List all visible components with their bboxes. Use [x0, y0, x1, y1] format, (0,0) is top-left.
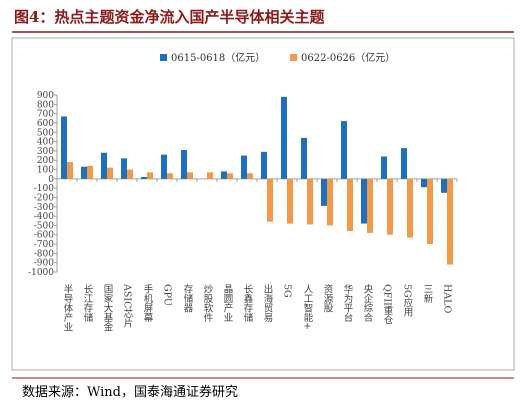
bar — [181, 149, 187, 179]
source: 数据来源：Wind，国泰海通证券研究 — [22, 384, 238, 400]
y-tick-label: -900 — [34, 259, 54, 269]
chart-title: 图4：热点主题资金净流入国产半导体相关主题 — [14, 8, 325, 26]
x-tick-label: 央企综合 — [362, 283, 374, 323]
y-tick-label: 600 — [37, 119, 54, 129]
bar — [167, 173, 173, 179]
bar — [341, 121, 347, 179]
x-tick-label: 出海贸易 — [262, 283, 274, 323]
x-tick-label: 长鑫存储 — [242, 283, 254, 323]
x-tick-label: 半导体产业 — [62, 283, 74, 331]
bar — [327, 178, 333, 226]
bar — [61, 116, 67, 179]
legend-label: 0622-0626（亿元） — [301, 51, 395, 64]
bar — [207, 172, 213, 179]
y-tick-label: 300 — [37, 147, 54, 157]
bar — [261, 151, 267, 179]
y-tick-label: 900 — [37, 91, 54, 101]
bar — [221, 171, 227, 179]
x-tick-label: 5G应用 — [402, 284, 414, 317]
bar — [381, 156, 387, 179]
y-tick-label: -200 — [34, 193, 54, 203]
bar — [307, 178, 313, 225]
legend-swatch — [160, 54, 167, 61]
y-tick-label: 800 — [37, 100, 54, 110]
x-tick-label: 华为平台 — [342, 283, 354, 323]
bar — [101, 152, 107, 179]
bar — [321, 178, 327, 206]
bar — [361, 178, 367, 224]
bar — [421, 178, 427, 188]
x-tick-label: 手机屏幕 — [142, 283, 154, 322]
x-tick-label: 人工智能+ — [302, 284, 314, 330]
x-tick-label: 炒股软件 — [202, 284, 214, 323]
bar — [441, 178, 447, 193]
bar — [67, 162, 73, 179]
x-tick-label: ASIC芯片 — [122, 283, 134, 328]
bar — [81, 166, 87, 179]
x-tick-label: QFII重仓 — [382, 284, 394, 325]
y-tick-label: -500 — [34, 221, 54, 231]
bar — [107, 167, 113, 179]
bar — [161, 154, 167, 179]
x-tick-label: 5G — [282, 284, 293, 298]
y-tick-label: -800 — [34, 249, 54, 259]
x-tick-label: GPU — [162, 284, 173, 306]
bar — [401, 148, 407, 179]
bar — [447, 178, 453, 265]
bar — [127, 169, 133, 179]
bar — [227, 173, 233, 179]
y-tick-label: 500 — [37, 128, 54, 138]
legend-swatch — [290, 54, 297, 61]
bar — [427, 178, 433, 245]
x-tick-label: 国家大基金 — [102, 284, 114, 332]
bar — [267, 178, 273, 222]
y-tick-label: -100 — [34, 184, 54, 194]
y-tick-label: 100 — [37, 166, 54, 176]
x-tick-label: HALO — [442, 284, 453, 313]
y-tick-label: 700 — [37, 110, 54, 120]
x-tick-label: 晶圆产业 — [222, 284, 234, 322]
bar — [87, 165, 93, 179]
x-tick-label: 三新 — [422, 284, 434, 304]
bar — [187, 172, 193, 179]
bar — [367, 178, 373, 233]
bar — [281, 96, 287, 179]
x-tick-label: 存储器 — [182, 283, 194, 312]
bar — [141, 176, 147, 179]
bar — [241, 155, 247, 179]
x-tick-label: 长江存储 — [82, 283, 94, 323]
y-tick-label: 200 — [37, 156, 54, 166]
bar — [301, 137, 307, 179]
y-tick-label: -300 — [34, 203, 54, 213]
legend-label: 0615-0618（亿元） — [171, 51, 265, 64]
bar — [387, 178, 393, 235]
bar — [247, 173, 253, 179]
y-tick-label: -400 — [34, 212, 54, 222]
bar — [147, 172, 153, 179]
bar — [407, 178, 413, 238]
bar — [121, 158, 127, 179]
x-tick-label: 资源股 — [322, 284, 334, 313]
y-tick-label: -1000 — [28, 268, 54, 278]
y-tick-label: -700 — [34, 240, 54, 250]
y-tick-label: -600 — [34, 231, 54, 241]
bar — [287, 178, 293, 224]
bar — [347, 178, 353, 232]
chart-frame — [11, 37, 515, 371]
y-tick-label: 0 — [48, 175, 54, 185]
y-tick-label: 400 — [37, 138, 54, 148]
